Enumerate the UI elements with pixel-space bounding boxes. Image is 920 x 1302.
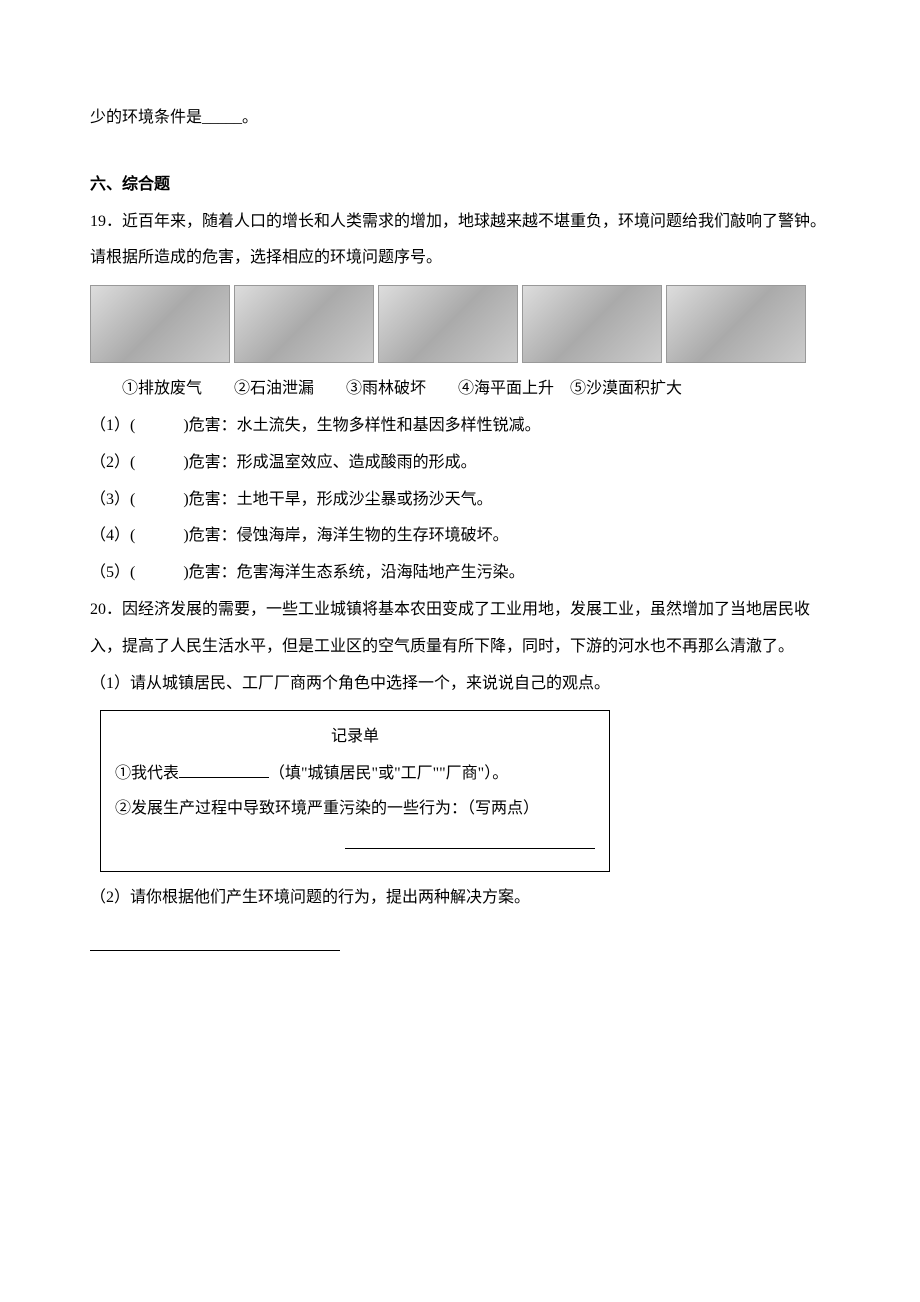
q20-blank-solution[interactable] bbox=[90, 935, 340, 951]
q20-sub1: （1）请从城镇居民、工厂厂商两个角色中选择一个，来说说自己的观点。 bbox=[90, 666, 830, 703]
record-blank-answer[interactable] bbox=[345, 833, 595, 849]
record-line1-prefix: ①我代表 bbox=[115, 765, 179, 782]
record-sheet: 记录单 ①我代表 （填"城镇居民"或"工厂""厂商"）。 ②发展生产过程中导致环境… bbox=[100, 710, 610, 872]
q19-image-4 bbox=[522, 285, 662, 363]
q19-images-row bbox=[90, 285, 830, 363]
record-blank-role[interactable] bbox=[179, 762, 269, 778]
q19-options-labels: ①排放废气 ②石油泄漏 ③雨林破坏 ④海平面上升 ⑤沙漠面积扩大 bbox=[90, 371, 830, 408]
section-heading-6: 六、综合题 bbox=[90, 167, 830, 204]
record-line-1: ①我代表 （填"城镇居民"或"工厂""厂商"）。 bbox=[115, 756, 595, 791]
q19-image-1 bbox=[90, 285, 230, 363]
q20-intro: 20．因经济发展的需要，一些工业城镇将基本农田变成了工业用地，发展工业，虽然增加… bbox=[90, 592, 830, 666]
record-blank-right bbox=[115, 827, 595, 864]
q19-image-2 bbox=[234, 285, 374, 363]
top-fragment-line: 少的环境条件是_____。 bbox=[90, 100, 830, 137]
record-title: 记录单 bbox=[115, 719, 595, 756]
q19-item-5: （5）( )危害：危害海洋生态系统，沿海陆地产生污染。 bbox=[90, 555, 830, 592]
q19-item-4: （4）( )危害：侵蚀海岸，海洋生物的生存环境破坏。 bbox=[90, 518, 830, 555]
q19-intro: 19．近百年来，随着人口的增长和人类需求的增加，地球越来越不堪重负，环境问题给我… bbox=[90, 204, 830, 278]
q19-item-3: （3）( )危害：土地干旱，形成沙尘暴或扬沙天气。 bbox=[90, 482, 830, 519]
q20-answer-line bbox=[90, 929, 830, 966]
q19-image-3 bbox=[378, 285, 518, 363]
record-line1-suffix: （填"城镇居民"或"工厂""厂商"）。 bbox=[269, 765, 508, 782]
q19-image-5 bbox=[666, 285, 806, 363]
q19-item-1: （1）( )危害：水土流失，生物多样性和基因多样性锐减。 bbox=[90, 408, 830, 445]
q20-sub2: （2）请你根据他们产生环境问题的行为，提出两种解决方案。 bbox=[90, 880, 830, 917]
record-line-2: ②发展生产过程中导致环境严重污染的一些行为：（写两点） bbox=[115, 791, 595, 826]
q19-item-2: （2）( )危害：形成温室效应、造成酸雨的形成。 bbox=[90, 445, 830, 482]
